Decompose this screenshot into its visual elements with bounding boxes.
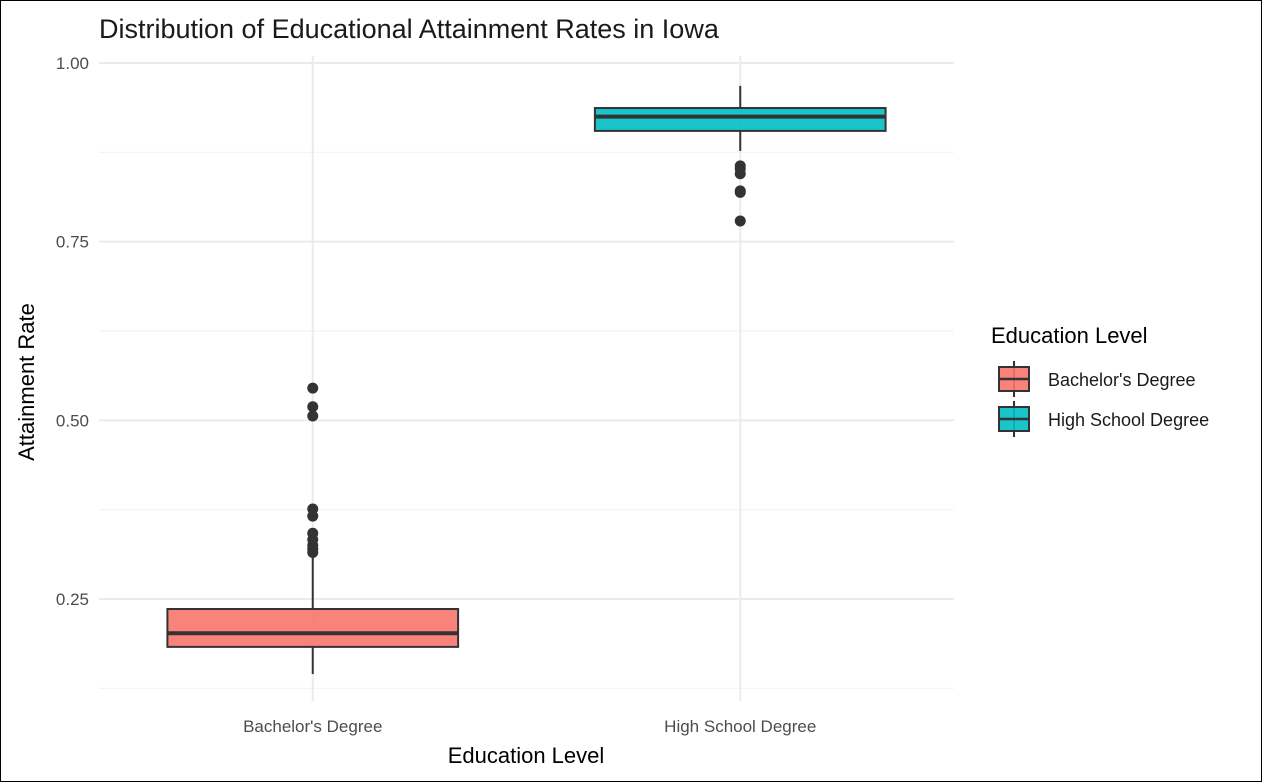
x-tick-label-0: Bachelor's Degree (243, 717, 382, 736)
outlier-0-6 (307, 503, 319, 515)
legend: Education Level Bachelor's Degree High Sc… (991, 323, 1209, 437)
y-tick-label-3: 1.00 (56, 54, 89, 73)
outlier-0-4 (307, 527, 319, 539)
y-tick-label-2: 0.75 (56, 233, 89, 252)
y-tick-labels: 0.25 0.50 0.75 1.00 (56, 54, 89, 609)
legend-label-1: High School Degree (1048, 410, 1209, 430)
outlier-1-2 (734, 185, 746, 197)
outlier-0-7 (307, 410, 319, 422)
y-tick-label-1: 0.50 (56, 411, 89, 430)
y-axis-title: Attainment Rate (14, 303, 39, 461)
box-group-0 (166, 382, 460, 675)
box-0 (166, 608, 460, 648)
outlier-0-9 (307, 382, 319, 394)
x-tick-label-1: High School Degree (664, 717, 816, 736)
outlier-1-0 (734, 215, 746, 227)
legend-keys: Bachelor's Degree High School Degree (998, 361, 1209, 437)
x-axis-title: Education Level (448, 743, 605, 768)
legend-label-0: Bachelor's Degree (1048, 370, 1196, 390)
box-group-1 (593, 85, 887, 227)
legend-key-0 (998, 361, 1030, 397)
legend-title: Education Level (991, 323, 1148, 348)
grid-minor (99, 151, 954, 689)
legend-key-1 (998, 401, 1030, 437)
box-1 (593, 107, 887, 132)
outlier-1-5 (734, 160, 746, 172)
chart-title: Distribution of Educational Attainment R… (99, 14, 720, 44)
y-tick-label-0: 0.25 (56, 590, 89, 609)
x-tick-labels: Bachelor's Degree High School Degree (243, 717, 816, 736)
outlier-0-8 (307, 401, 319, 413)
boxes (166, 85, 887, 675)
